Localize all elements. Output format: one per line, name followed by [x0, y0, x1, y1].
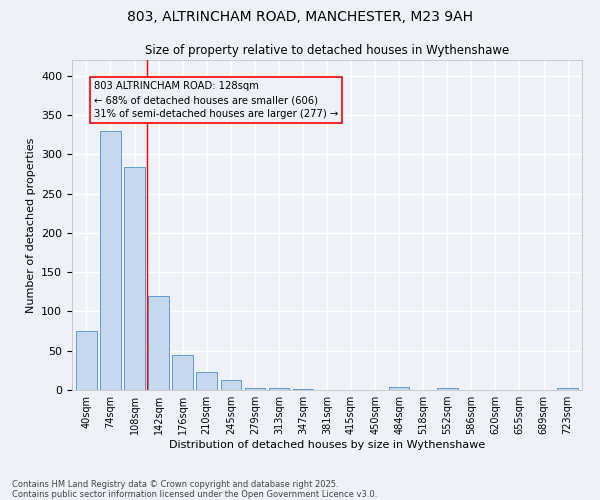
- Bar: [196, 372, 217, 390]
- X-axis label: Distribution of detached houses by size in Wythenshawe: Distribution of detached houses by size …: [169, 440, 485, 450]
- Bar: [148, 296, 169, 390]
- Text: Contains HM Land Registry data © Crown copyright and database right 2025.
Contai: Contains HM Land Registry data © Crown c…: [12, 480, 377, 499]
- Text: 803 ALTRINCHAM ROAD: 128sqm
← 68% of detached houses are smaller (606)
31% of se: 803 ALTRINCHAM ROAD: 128sqm ← 68% of det…: [94, 81, 338, 119]
- Bar: [172, 354, 193, 390]
- Y-axis label: Number of detached properties: Number of detached properties: [26, 138, 35, 312]
- Bar: [76, 331, 97, 390]
- Bar: [437, 388, 458, 390]
- Bar: [389, 387, 409, 390]
- Bar: [100, 130, 121, 390]
- Bar: [293, 389, 313, 390]
- Text: 803, ALTRINCHAM ROAD, MANCHESTER, M23 9AH: 803, ALTRINCHAM ROAD, MANCHESTER, M23 9A…: [127, 10, 473, 24]
- Bar: [245, 388, 265, 390]
- Bar: [269, 388, 289, 390]
- Bar: [124, 167, 145, 390]
- Bar: [557, 388, 578, 390]
- Bar: [221, 380, 241, 390]
- Title: Size of property relative to detached houses in Wythenshawe: Size of property relative to detached ho…: [145, 44, 509, 58]
